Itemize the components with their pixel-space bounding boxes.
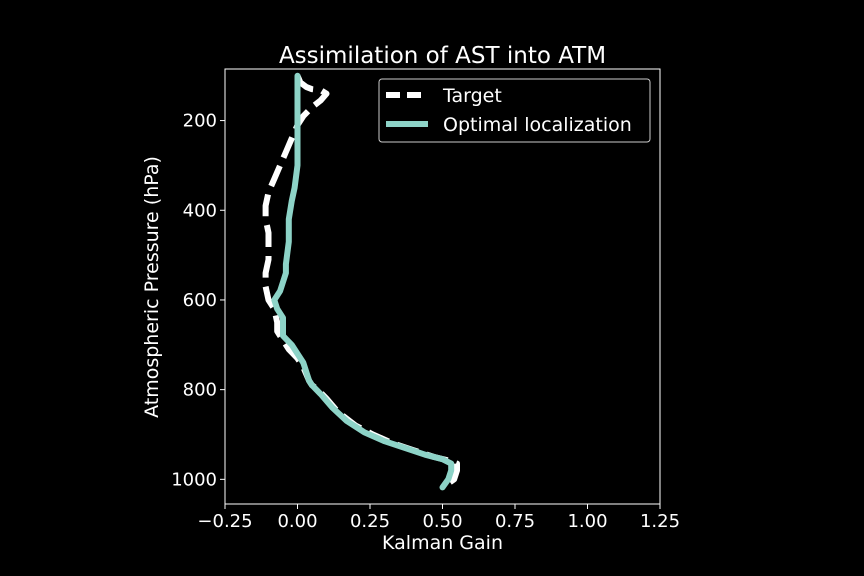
chart-title: Assimilation of AST into ATM [279,43,606,69]
y-tick-label: 1000 [171,469,217,490]
y-axis-ticks: 200 400 600 800 1000 [171,111,225,490]
legend-label-optimal-localization: Optimal localization [443,114,632,136]
x-tick-label: 1.00 [567,511,607,532]
x-tick-label: 0.25 [350,511,390,532]
y-tick-label: 400 [183,200,217,221]
series-line-optimal-localization [271,72,455,491]
legend-box [378,78,651,143]
x-tick-label: 0.50 [422,511,462,532]
y-tick-label: 600 [183,290,217,311]
x-tick-label: −0.25 [197,511,252,532]
y-axis-label: Atmospheric Pressure (hPa) [141,156,163,418]
y-tick-label: 200 [183,111,217,132]
plot-area [262,72,460,491]
x-tick-label: 0.00 [277,511,317,532]
legend-label-target: Target [442,85,502,107]
legend: Target Optimal localization [378,78,651,143]
x-axis-label: Kalman Gain [382,532,503,554]
y-tick-label: 800 [183,380,217,401]
x-axis-ticks: −0.25 0.00 0.25 0.50 0.75 1.00 1.25 [197,504,680,532]
x-tick-label: 1.25 [640,511,680,532]
x-tick-label: 0.75 [495,511,535,532]
